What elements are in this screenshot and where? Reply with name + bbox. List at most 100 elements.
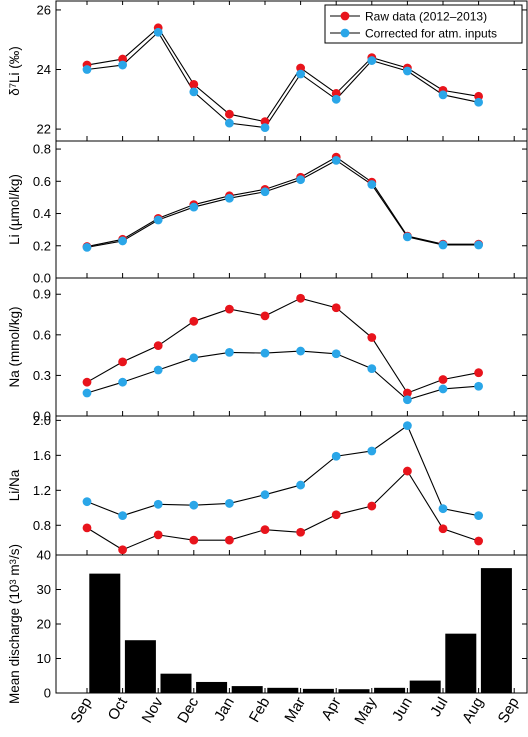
data-point-raw (153, 341, 163, 351)
x-tick-label: Oct (105, 694, 132, 723)
y-tick-label: 0.6 (33, 174, 51, 189)
y-tick-label: 0.8 (33, 518, 51, 533)
y-axis-label-part: m (7, 564, 22, 579)
data-point-corrected (118, 60, 127, 70)
y-axis-label-part: /s) (7, 544, 22, 559)
data-point-corrected (82, 388, 92, 398)
data-point-raw (118, 357, 127, 367)
data-point-corrected (403, 421, 412, 431)
data-point-corrected (153, 27, 163, 37)
data-point-raw (225, 109, 234, 119)
y-axis-label-part: Li (‰) (7, 46, 22, 83)
data-point-raw (403, 388, 412, 398)
data-point-corrected (260, 187, 270, 197)
y-axis-label-part: Mean discharge (10 (7, 585, 22, 704)
data-point-corrected (403, 232, 412, 242)
y-axis-label: Li/Na (7, 469, 22, 501)
data-point-corrected (260, 123, 270, 132)
data-point-corrected (118, 236, 127, 246)
discharge-bar (89, 573, 121, 693)
series-line-corrected (86, 159, 479, 248)
legend-raw-marker (340, 11, 350, 21)
data-point-raw (296, 293, 305, 303)
discharge-bar (480, 568, 512, 693)
data-point-raw (367, 501, 377, 511)
data-point-corrected (225, 118, 234, 128)
data-point-raw (153, 530, 163, 540)
data-point-corrected (260, 348, 270, 358)
data-point-corrected (367, 180, 377, 189)
data-point-raw (225, 535, 234, 545)
data-point-corrected (474, 511, 483, 521)
data-point-raw (260, 311, 270, 321)
data-point-raw (260, 525, 270, 535)
legend-raw-label: Raw data (2012–2013) (365, 10, 487, 24)
x-tick-label: Aug (459, 695, 487, 727)
data-point-corrected (438, 90, 448, 100)
discharge-bar (160, 673, 192, 693)
y-axis-label: δ7Li (‰) (7, 46, 22, 96)
discharge-bar (302, 688, 334, 693)
data-point-corrected (82, 242, 92, 252)
data-point-corrected (225, 499, 234, 508)
y-tick-label: 0.2 (33, 238, 51, 253)
legend: Raw data (2012–2013) Corrected for atm. i… (324, 4, 523, 44)
y-tick-label: 24 (37, 62, 51, 77)
x-tick-label: Mar (281, 695, 309, 726)
data-point-corrected (331, 94, 341, 104)
y-tick-label: 0.0 (33, 271, 51, 286)
data-point-raw (189, 80, 199, 89)
y-axis-label-superscript: 7 (8, 83, 19, 88)
data-point-corrected (189, 353, 199, 363)
y-tick-label: 0 (44, 686, 51, 701)
y-axis-label-part: δ (7, 88, 22, 96)
y-tick-label: 40 (37, 548, 51, 563)
y-tick-label: 0.6 (33, 327, 51, 342)
series-line-raw (86, 470, 479, 551)
data-point-corrected (82, 497, 92, 507)
data-point-corrected (367, 446, 377, 456)
data-point-corrected (474, 97, 483, 107)
data-point-corrected (260, 490, 270, 500)
data-point-corrected (438, 504, 448, 514)
data-point-corrected (225, 193, 234, 203)
y-tick-label: 30 (37, 582, 51, 597)
y-tick-label: 22 (37, 122, 51, 137)
data-point-corrected (296, 346, 305, 356)
series-line-raw (86, 156, 479, 248)
discharge-bar (374, 687, 406, 693)
data-point-raw (438, 375, 448, 384)
y-tick-label: 1.6 (33, 448, 51, 463)
data-point-corrected (189, 202, 199, 212)
y-tick-label: 0.8 (33, 142, 51, 157)
data-point-corrected (118, 511, 127, 521)
x-tick-label: Sep (67, 695, 95, 727)
panel-4: 0.8 1.2 1.6 2.0 Li/Na (7, 413, 528, 556)
data-point-corrected (296, 69, 305, 79)
panel-frame (55, 140, 528, 279)
panel-frame (55, 415, 528, 556)
data-point-raw (474, 536, 483, 546)
y-tick-label: 10 (37, 651, 51, 666)
data-point-corrected (367, 56, 377, 65)
data-point-corrected (153, 215, 163, 225)
data-point-corrected (438, 384, 448, 394)
series-line-corrected (86, 31, 479, 129)
panel-3: 0.0 0.3 0.6 0.9 Na (mmol/kg) (7, 277, 528, 424)
data-point-corrected (367, 364, 377, 374)
data-point-raw (189, 316, 199, 326)
series-line-raw (86, 297, 479, 394)
data-point-corrected (474, 381, 483, 391)
data-point-corrected (189, 87, 199, 97)
y-tick-label: 2.0 (33, 413, 51, 428)
data-point-raw (118, 545, 127, 555)
x-tick-label: Jul (427, 695, 451, 720)
data-point-raw (82, 377, 92, 387)
y-tick-label: 20 (37, 617, 51, 632)
data-point-raw (296, 527, 305, 537)
discharge-bar (267, 687, 299, 693)
data-point-raw (331, 303, 341, 313)
x-tick-label: Jun (389, 695, 416, 724)
y-axis-label: Mean discharge (103 m3/s) (7, 544, 22, 704)
